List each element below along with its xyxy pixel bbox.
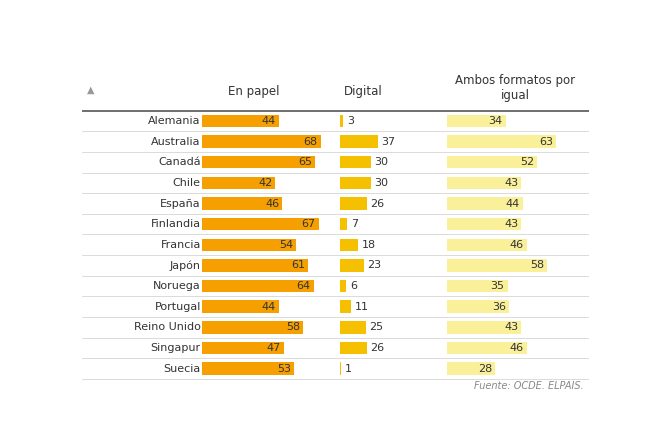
Text: 68: 68	[303, 137, 317, 146]
Bar	[202, 239, 296, 251]
Text: 18: 18	[362, 240, 376, 250]
Text: 30: 30	[374, 178, 388, 188]
Text: 46: 46	[509, 343, 524, 353]
Bar	[340, 239, 358, 251]
Text: En papel: En papel	[228, 86, 280, 98]
Text: 23: 23	[367, 261, 381, 270]
Text: 42: 42	[258, 178, 272, 188]
Bar	[340, 115, 343, 127]
Bar	[202, 115, 279, 127]
Bar	[202, 342, 284, 354]
Text: 28: 28	[478, 363, 492, 374]
Text: 30: 30	[374, 157, 388, 167]
Text: 35: 35	[490, 281, 504, 291]
Text: Digital: Digital	[343, 86, 383, 98]
Bar	[447, 218, 521, 230]
Text: Suecia: Suecia	[164, 363, 201, 374]
Text: 58: 58	[286, 322, 300, 333]
Text: 36: 36	[492, 302, 506, 312]
Bar	[340, 218, 347, 230]
Bar	[447, 342, 526, 354]
Bar	[447, 177, 521, 189]
Text: Alemania: Alemania	[148, 116, 201, 126]
Text: Canadá: Canadá	[158, 157, 201, 167]
Text: 37: 37	[381, 137, 396, 146]
Bar	[202, 197, 283, 210]
Text: Fuente: OCDE. ELPAIS.: Fuente: OCDE. ELPAIS.	[473, 381, 583, 391]
Text: Singapur: Singapur	[150, 343, 201, 353]
Text: 1: 1	[345, 363, 352, 374]
Text: 63: 63	[539, 137, 553, 146]
Bar	[447, 156, 537, 168]
Text: 7: 7	[351, 219, 358, 229]
Bar	[340, 321, 366, 333]
Bar	[340, 342, 367, 354]
Bar	[202, 135, 320, 148]
Text: 3: 3	[347, 116, 354, 126]
Text: 67: 67	[301, 219, 316, 229]
Bar	[340, 259, 364, 272]
Text: Chile: Chile	[173, 178, 201, 188]
Text: 44: 44	[506, 198, 520, 209]
Text: Noruega: Noruega	[153, 281, 201, 291]
Bar	[340, 280, 347, 292]
Text: 26: 26	[370, 343, 385, 353]
Text: 44: 44	[262, 116, 276, 126]
Text: 34: 34	[489, 116, 503, 126]
Text: 54: 54	[279, 240, 293, 250]
Bar	[340, 177, 371, 189]
Bar	[340, 363, 341, 375]
Bar	[447, 197, 523, 210]
Text: Francia: Francia	[160, 240, 201, 250]
Text: 65: 65	[298, 157, 313, 167]
Text: 46: 46	[265, 198, 279, 209]
Text: 58: 58	[530, 261, 544, 270]
Bar	[447, 300, 509, 313]
Bar	[447, 115, 506, 127]
Text: 26: 26	[370, 198, 385, 209]
Bar	[202, 156, 315, 168]
Text: 43: 43	[504, 219, 519, 229]
Bar	[447, 321, 521, 333]
Text: Finlandia: Finlandia	[150, 219, 201, 229]
Text: Portugal: Portugal	[154, 302, 201, 312]
Text: Ambos formatos por
igual: Ambos formatos por igual	[455, 74, 575, 101]
Bar	[202, 363, 294, 375]
Text: 44: 44	[262, 302, 276, 312]
Text: 43: 43	[504, 178, 519, 188]
Text: Australia: Australia	[151, 137, 201, 146]
Bar	[447, 280, 508, 292]
Text: 52: 52	[520, 157, 534, 167]
Text: España: España	[160, 198, 201, 209]
Bar	[447, 363, 495, 375]
Text: 61: 61	[291, 261, 305, 270]
Bar	[340, 135, 378, 148]
Bar	[447, 135, 556, 148]
Text: 64: 64	[296, 281, 311, 291]
Bar	[202, 218, 318, 230]
Text: 43: 43	[504, 322, 519, 333]
Bar	[340, 300, 351, 313]
Bar	[340, 197, 367, 210]
Bar	[202, 280, 314, 292]
Text: Reino Unido: Reino Unido	[134, 322, 201, 333]
Text: 53: 53	[277, 363, 292, 374]
Bar	[202, 177, 275, 189]
Bar	[202, 259, 309, 272]
Text: 25: 25	[369, 322, 383, 333]
Text: Japón: Japón	[170, 260, 201, 271]
Bar	[202, 321, 303, 333]
Text: 46: 46	[509, 240, 524, 250]
Text: 11: 11	[355, 302, 369, 312]
Bar	[202, 300, 279, 313]
Text: 6: 6	[350, 281, 357, 291]
Text: 47: 47	[267, 343, 281, 353]
Bar	[447, 259, 547, 272]
Text: ▲: ▲	[87, 85, 94, 94]
Bar	[340, 156, 371, 168]
Bar	[447, 239, 526, 251]
